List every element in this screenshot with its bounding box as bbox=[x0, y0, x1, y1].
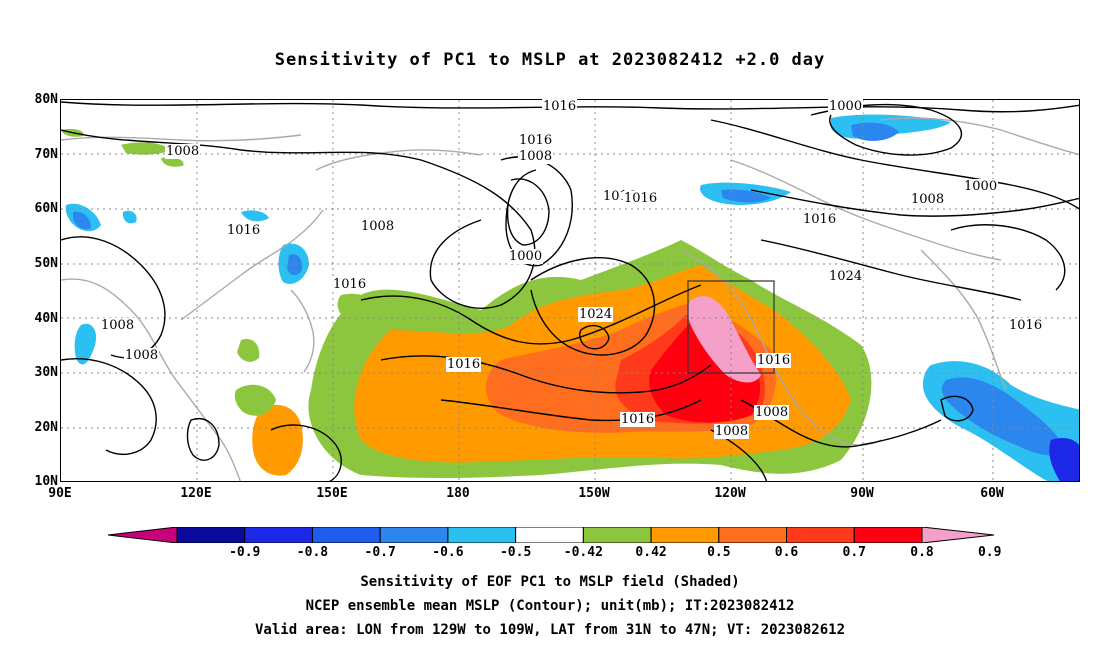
lon-label-150w: 150W bbox=[578, 486, 610, 501]
map-panel bbox=[60, 99, 1080, 482]
colorbar-cell bbox=[244, 527, 313, 543]
lat-label-70n: 70N bbox=[34, 147, 58, 162]
colorbar-tick-label: -0.5 bbox=[499, 545, 532, 560]
lat-lon-grid bbox=[61, 100, 1079, 481]
colorbar-cell bbox=[786, 527, 855, 543]
colorbar-cell bbox=[379, 527, 449, 543]
lon-label-180: 180 bbox=[446, 486, 470, 501]
colorbar bbox=[108, 527, 994, 543]
colorbar-tick-label: -0.9 bbox=[229, 545, 261, 560]
colorbar-tick-label: 0.6 bbox=[774, 545, 799, 560]
caption-line-3: Valid area: LON from 129W to 109W, LAT f… bbox=[254, 622, 845, 638]
caption-line-2: NCEP ensemble mean MSLP (Contour); unit(… bbox=[305, 598, 795, 614]
lon-label-120e: 120E bbox=[180, 486, 212, 501]
lon-label-60w: 60W bbox=[980, 486, 1004, 501]
lon-label-150e: 150E bbox=[316, 486, 348, 501]
colorbar-tick-label: 0.7 bbox=[842, 545, 866, 560]
valid-area-box bbox=[687, 280, 775, 374]
colorbar-tick-label: 0.42 bbox=[635, 545, 667, 560]
caption-line-1: Sensitivity of EOF PC1 to MSLP field (Sh… bbox=[360, 574, 740, 590]
lon-label-120w: 120W bbox=[714, 486, 746, 501]
colorbar-tick-label: 0.8 bbox=[910, 545, 934, 560]
lat-label-80n: 80N bbox=[34, 92, 58, 107]
colorbar-tick-label: 0.5 bbox=[707, 545, 731, 560]
colorbar-right-triangle bbox=[921, 527, 994, 543]
colorbar-cell bbox=[515, 527, 584, 543]
lat-label-40n: 40N bbox=[34, 311, 58, 326]
negative-sensitivity-shading bbox=[65, 114, 1079, 481]
colorbar-cell bbox=[853, 527, 923, 543]
mslp-contours bbox=[61, 101, 1079, 481]
map-title: Sensitivity of PC1 to MSLP at 2023082412… bbox=[274, 50, 826, 70]
lat-label-10n: 10N bbox=[34, 474, 58, 489]
colorbar-tick-label: -0.42 bbox=[563, 545, 603, 560]
colorbar-cell bbox=[447, 527, 517, 543]
colorbar-tick-label: -0.7 bbox=[364, 545, 396, 560]
colorbar-tick-label: -0.8 bbox=[296, 545, 329, 560]
colorbar-cell bbox=[650, 527, 720, 543]
lat-label-30n: 30N bbox=[34, 365, 58, 380]
colorbar-left-triangle bbox=[108, 527, 178, 543]
positive-sensitivity-shading bbox=[61, 128, 872, 479]
lon-label-90e: 90E bbox=[48, 486, 72, 501]
colorbar-tick-label: -0.6 bbox=[432, 545, 464, 560]
lat-label-60n: 60N bbox=[34, 201, 58, 216]
colorbar-cell bbox=[176, 527, 246, 543]
colorbar-cells bbox=[176, 527, 923, 543]
map-canvas bbox=[61, 100, 1079, 481]
colorbar-cell bbox=[311, 527, 381, 543]
colorbar-tick-label: 0.9 bbox=[977, 545, 1002, 560]
lat-label-50n: 50N bbox=[34, 256, 58, 271]
colorbar-cell bbox=[582, 527, 652, 543]
colorbar-cell bbox=[718, 527, 788, 543]
lat-label-20n: 20N bbox=[34, 420, 58, 435]
lon-label-90w: 90W bbox=[850, 486, 874, 501]
